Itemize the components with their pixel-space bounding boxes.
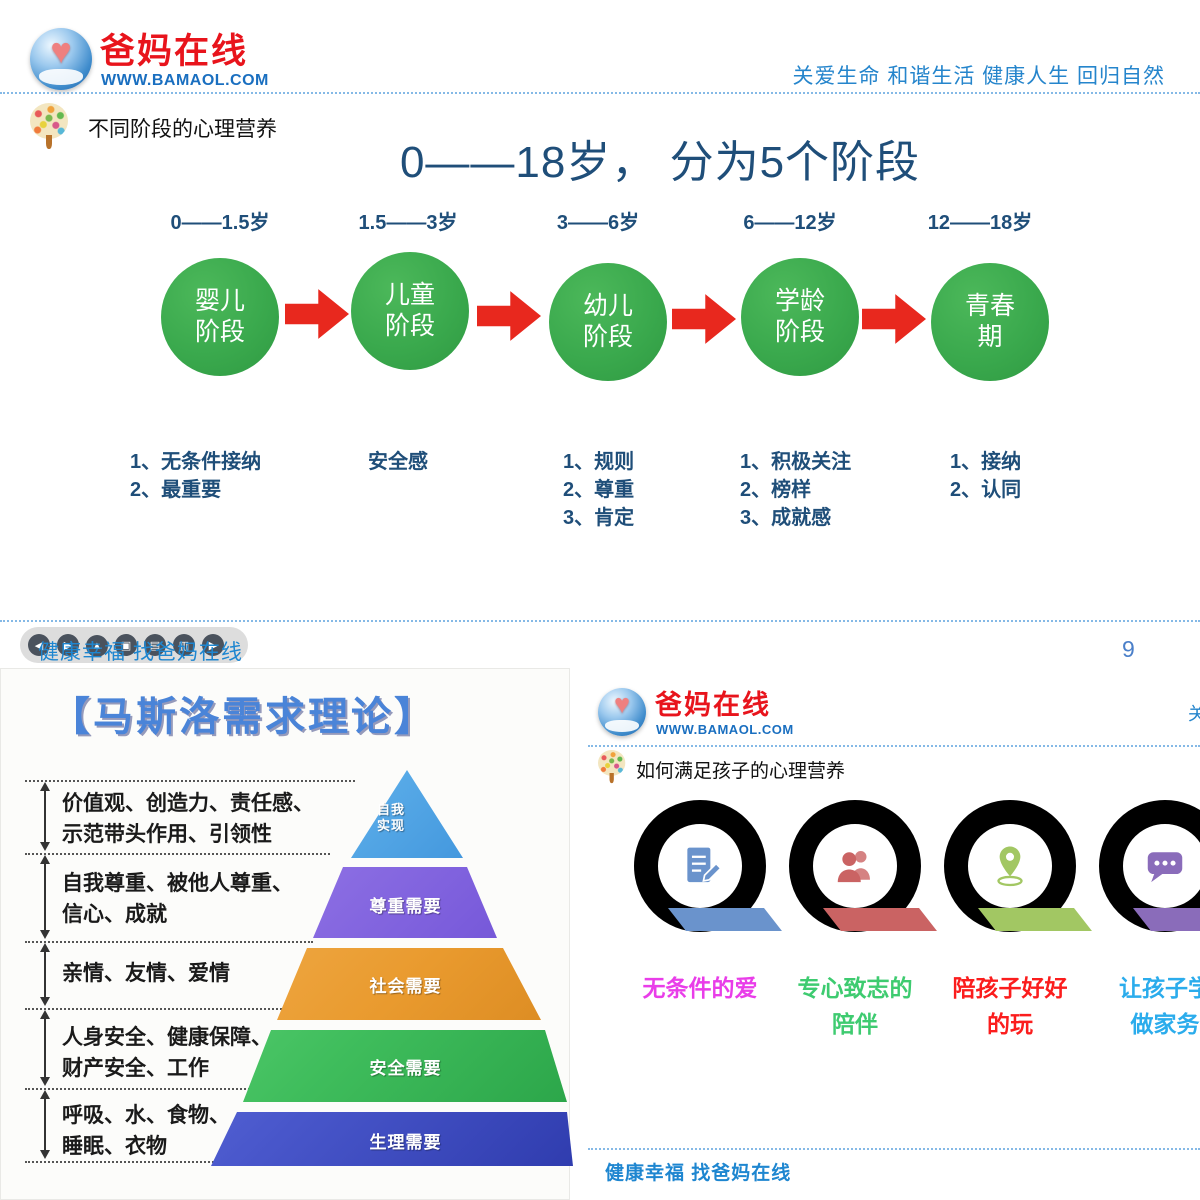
age-label: 1.5——3岁 — [358, 212, 458, 234]
measure-arrow-icon — [40, 782, 50, 851]
pyramid-level-physiological — [211, 1112, 573, 1166]
heart-icon: ♥ — [50, 30, 72, 71]
footer-divider — [588, 1148, 1200, 1150]
fullscreen-icon[interactable]: ▣ — [115, 634, 137, 656]
brand-name: 爸妈在线 — [655, 690, 771, 720]
brand-url: WWW.BAMAOL.COM — [101, 72, 269, 89]
stage-notes: 1、无条件接纳 2、最重要 — [130, 451, 262, 501]
brand-logo-icon: ♥ — [30, 28, 92, 90]
top-slide-title: 0——18岁， 分为5个阶段 — [399, 138, 921, 187]
measure-arrow-icon — [40, 1010, 50, 1086]
stage-notes: 安全感 — [368, 451, 428, 473]
stage-circle-school-age: 学龄 阶段 — [741, 258, 859, 376]
brand-tagline: 关爱生命 和谐生活 健康人生 回归自然 — [792, 65, 1165, 88]
page-number: 9 — [1122, 636, 1135, 662]
maslow-desc-esteem: 自我尊重、被他人尊重、 信心、成就 — [62, 872, 293, 926]
brand-tagline-partial: 关 — [1188, 704, 1200, 724]
hands-icon — [39, 69, 83, 85]
hands-icon — [605, 720, 639, 732]
location-pin-icon — [997, 846, 1023, 887]
age-label: 3——6岁 — [556, 212, 640, 234]
maslow-divider — [25, 1088, 273, 1090]
pyramid-label: 尊重需要 — [369, 897, 442, 916]
q-label-play-together: 陪孩子好好 的玩 — [952, 975, 1068, 1037]
stage-notes: 1、规则 2、尊重 3、肯定 — [563, 451, 635, 529]
arrow-right-icon — [862, 294, 926, 344]
maslow-pyramid: 自我 实现 尊重需要 社会需要 安全需要 生理需要 — [195, 770, 575, 1170]
stage-circle-preschool: 幼儿 阶段 — [549, 263, 667, 381]
measure-arrow-icon — [40, 1090, 50, 1159]
header-divider — [588, 745, 1200, 747]
maslow-divider — [25, 941, 313, 943]
monitor-icon[interactable]: ▥ — [173, 634, 195, 656]
chat-bubble-icon — [1147, 852, 1183, 883]
player-toolbar-icons: ◀ ▶ ▲ ▣ ▤ ▥ ▶ — [28, 634, 231, 657]
q-label-devoted-company: 专心致志的 陪伴 — [797, 975, 913, 1037]
tree-icon — [30, 103, 68, 149]
tree-icon — [598, 750, 626, 784]
pyramid-level-safety — [243, 1030, 567, 1102]
arrow-right-icon — [672, 294, 736, 344]
pyramid-label: 生理需要 — [369, 1133, 442, 1152]
age-label: 0——1.5岁 — [170, 212, 270, 234]
brand-name: 爸妈在线 — [100, 32, 249, 71]
stage-circle-child: 儿童 阶段 — [351, 252, 469, 370]
top-slide-heading: 不同阶段的心理营养 — [88, 117, 277, 141]
footer-divider — [0, 620, 1200, 622]
maslow-divider — [25, 853, 330, 855]
arrow-right-icon — [477, 291, 541, 341]
right-slide-heading: 如何满足孩子的心理营养 — [636, 761, 846, 782]
people-icon — [837, 851, 870, 883]
maslow-desc-social: 亲情、友情、爱情 — [62, 962, 230, 985]
q-item-unconditional-love — [634, 800, 782, 932]
prev-icon[interactable]: ◀ — [28, 634, 50, 656]
pyramid-level-social — [277, 948, 541, 1020]
maslow-desc-safety: 人身安全、健康保障、 财产安全、工作 — [62, 1026, 272, 1080]
right-slide-footer: 健康幸福 找爸妈在线 — [605, 1163, 792, 1184]
header-divider — [0, 92, 1200, 94]
stage-circle-adolescence: 青春期 — [931, 263, 1049, 381]
brand-logo-icon: ♥ — [598, 688, 646, 736]
stage-notes: 1、接纳 2、认同 — [950, 451, 1022, 501]
maslow-desc-self-actualization: 价值观、创造力、责任感、 示范带头作用、引领性 — [62, 792, 314, 846]
stage-notes: 1、积极关注 2、榜样 3、成就感 — [740, 451, 852, 529]
pyramid-level-esteem — [313, 867, 497, 938]
top-slide-footer: 健康幸福 找爸妈在线 — [38, 641, 243, 664]
measure-arrow-icon — [40, 855, 50, 939]
maslow-divider — [25, 1008, 293, 1010]
maslow-title: 【马斯洛需求理论】 — [50, 695, 437, 739]
age-label: 12——18岁 — [927, 212, 1033, 234]
pyramid-label: 安全需要 — [369, 1059, 442, 1078]
q-label-unconditional-love: 无条件的爱 — [642, 975, 758, 1001]
next-icon[interactable]: ▶ — [57, 634, 79, 656]
pyramid-label: 自我 实现 — [377, 802, 406, 833]
brand-url: WWW.BAMAOL.COM — [656, 722, 794, 737]
heart-icon: ♥ — [613, 689, 631, 719]
q-item-devoted-company — [789, 800, 937, 932]
play-icon[interactable]: ▶ — [202, 634, 224, 656]
pyramid-label: 社会需要 — [369, 977, 442, 996]
arrow-right-icon — [285, 289, 349, 339]
maslow-divider — [25, 780, 355, 782]
right-slide — [588, 668, 1200, 1200]
document-pencil-icon — [687, 847, 722, 883]
stage-circle-infant: 婴儿 阶段 — [161, 258, 279, 376]
q-item-play-together — [944, 800, 1092, 932]
q-label-housework: 让孩子学 做家务 — [1119, 975, 1200, 1037]
maslow-desc-physiological: 呼吸、水、食物、 睡眠、衣物 — [62, 1104, 230, 1158]
up-arrow-icon[interactable]: ▲ — [86, 634, 108, 657]
slides-icon[interactable]: ▤ — [144, 634, 166, 656]
age-label: 6——12岁 — [743, 212, 837, 234]
measure-arrow-icon — [40, 943, 50, 1006]
